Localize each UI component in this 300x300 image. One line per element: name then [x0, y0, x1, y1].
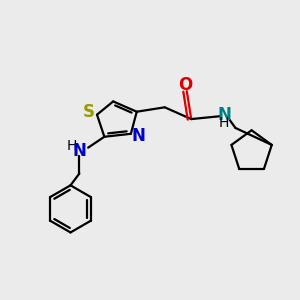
Text: H: H	[66, 140, 76, 154]
Text: N: N	[131, 127, 145, 145]
Text: H: H	[219, 116, 230, 130]
Text: O: O	[178, 76, 193, 94]
Text: N: N	[217, 106, 231, 124]
Text: N: N	[72, 142, 86, 160]
Text: S: S	[83, 103, 95, 121]
